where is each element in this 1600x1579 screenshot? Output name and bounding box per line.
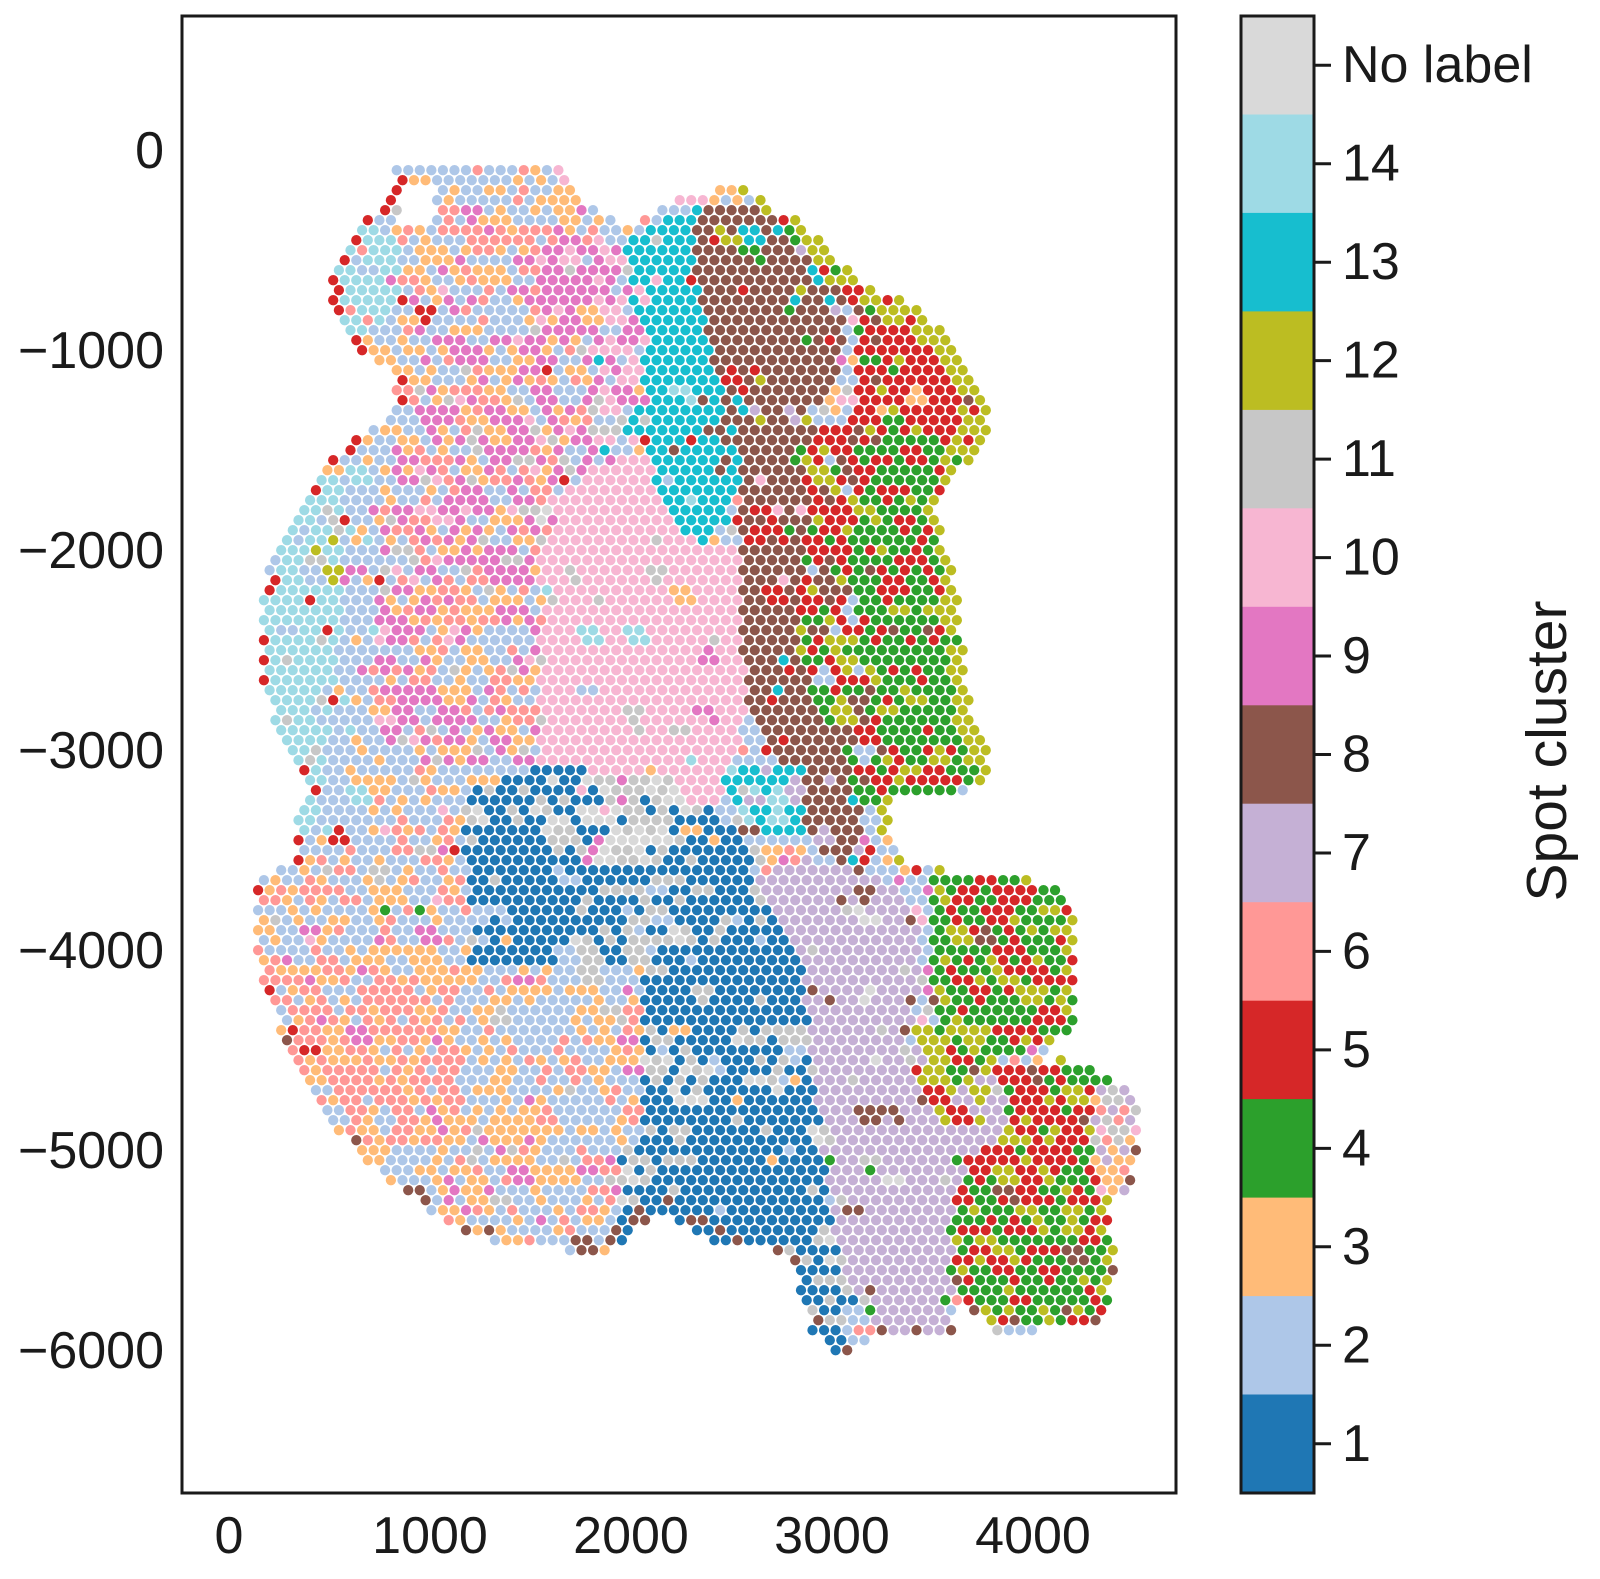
svg-text:12: 12 <box>1342 332 1400 390</box>
svg-text:4: 4 <box>1342 1119 1371 1177</box>
svg-text:0: 0 <box>215 1507 244 1565</box>
svg-text:2: 2 <box>1342 1316 1371 1374</box>
svg-text:14: 14 <box>1342 135 1400 193</box>
svg-text:4000: 4000 <box>975 1507 1091 1565</box>
svg-text:8: 8 <box>1342 726 1371 784</box>
svg-text:−3000: −3000 <box>18 722 164 780</box>
svg-text:−4000: −4000 <box>18 922 164 980</box>
svg-text:0: 0 <box>135 122 164 180</box>
svg-text:1000: 1000 <box>372 1507 488 1565</box>
svg-text:3: 3 <box>1342 1218 1371 1276</box>
svg-text:−1000: −1000 <box>18 322 164 380</box>
svg-text:6: 6 <box>1342 922 1371 980</box>
svg-text:11: 11 <box>1342 430 1396 488</box>
svg-text:5: 5 <box>1342 1021 1371 1079</box>
svg-text:7: 7 <box>1342 824 1371 882</box>
svg-text:9: 9 <box>1342 627 1371 685</box>
svg-text:13: 13 <box>1342 233 1400 291</box>
svg-text:−2000: −2000 <box>18 522 164 580</box>
svg-text:3000: 3000 <box>774 1507 890 1565</box>
svg-text:−6000: −6000 <box>18 1322 164 1380</box>
svg-text:10: 10 <box>1342 529 1400 587</box>
svg-text:1: 1 <box>1342 1415 1371 1473</box>
svg-text:−5000: −5000 <box>18 1122 164 1180</box>
svg-text:2000: 2000 <box>573 1507 689 1565</box>
svg-text:No label: No label <box>1342 36 1533 94</box>
svg-text:Spot cluster: Spot cluster <box>1515 600 1579 901</box>
